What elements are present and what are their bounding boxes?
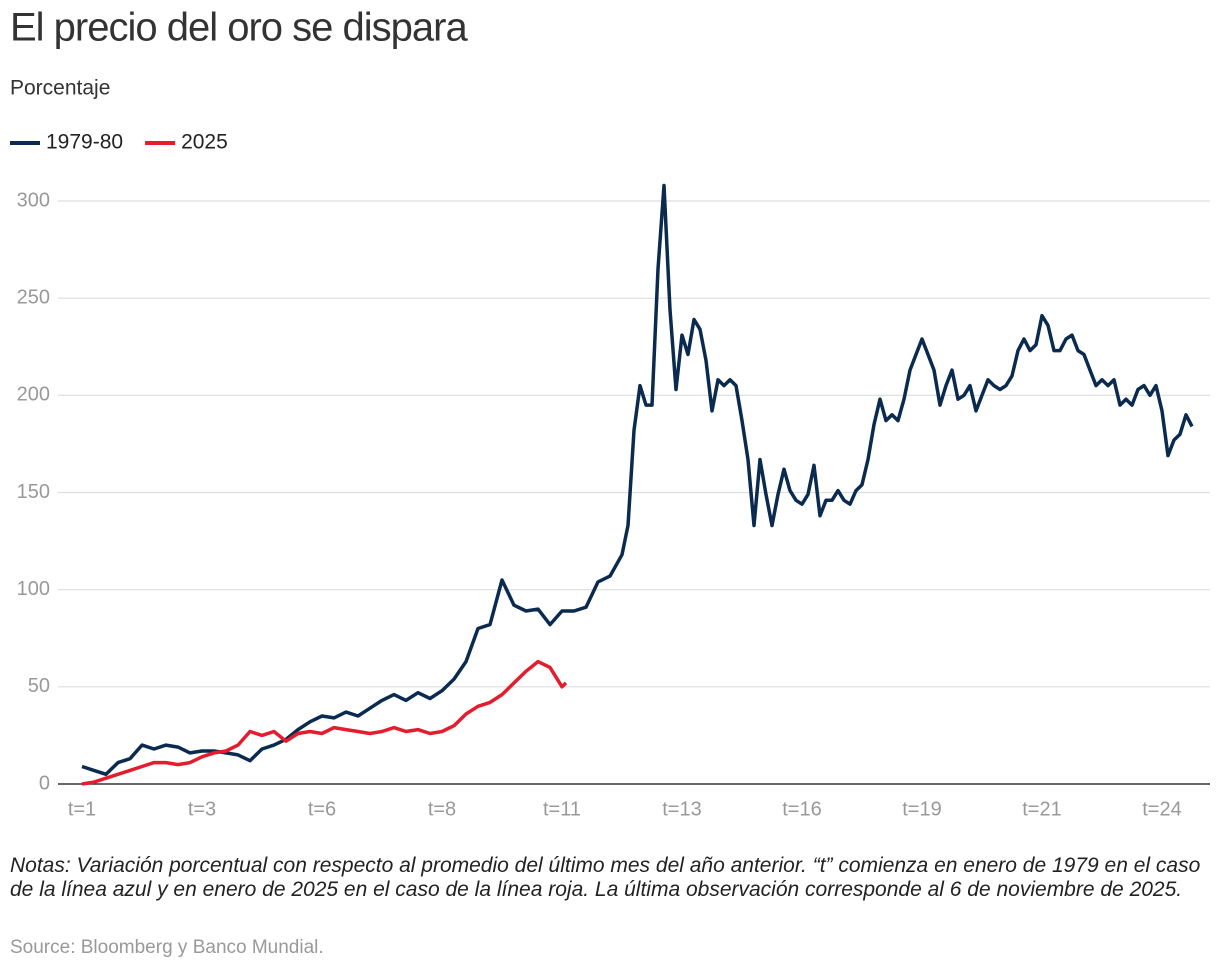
y-tick-label: 100 <box>17 578 50 600</box>
y-tick-label: 50 <box>28 675 50 697</box>
x-tick-label: t=3 <box>188 798 216 820</box>
y-tick-label: 300 <box>17 189 50 211</box>
legend-label: 2025 <box>181 131 228 154</box>
chart-title: El precio del oro se dispara <box>10 6 468 50</box>
x-tick-label: t=11 <box>543 798 581 820</box>
x-tick-label: t=13 <box>662 798 701 820</box>
series-line <box>81 183 1194 777</box>
x-tick-label: t=1 <box>68 798 96 820</box>
chart: El precio del oro se dispara Porcentaje … <box>10 6 1210 820</box>
chart-subtitle: Porcentaje <box>10 77 110 100</box>
x-tick-label: t=24 <box>1142 798 1181 820</box>
y-tick-label: 150 <box>17 481 50 503</box>
x-tick-label: t=19 <box>902 798 941 820</box>
y-tick-label: 250 <box>17 286 50 308</box>
notes: Notas: Variación porcentual con respecto… <box>10 854 1201 901</box>
series-line <box>81 659 568 786</box>
legend-label: 1979-80 <box>46 131 123 154</box>
source: Source: Bloomberg y Banco Mundial. <box>10 937 324 958</box>
x-tick-label: t=6 <box>308 798 336 820</box>
x-tick-label: t=21 <box>1022 798 1061 820</box>
x-tick-label: t=16 <box>782 798 821 820</box>
y-tick-label: 200 <box>17 384 50 406</box>
y-tick-label: 0 <box>39 772 50 794</box>
x-tick-label: t=8 <box>428 798 456 820</box>
